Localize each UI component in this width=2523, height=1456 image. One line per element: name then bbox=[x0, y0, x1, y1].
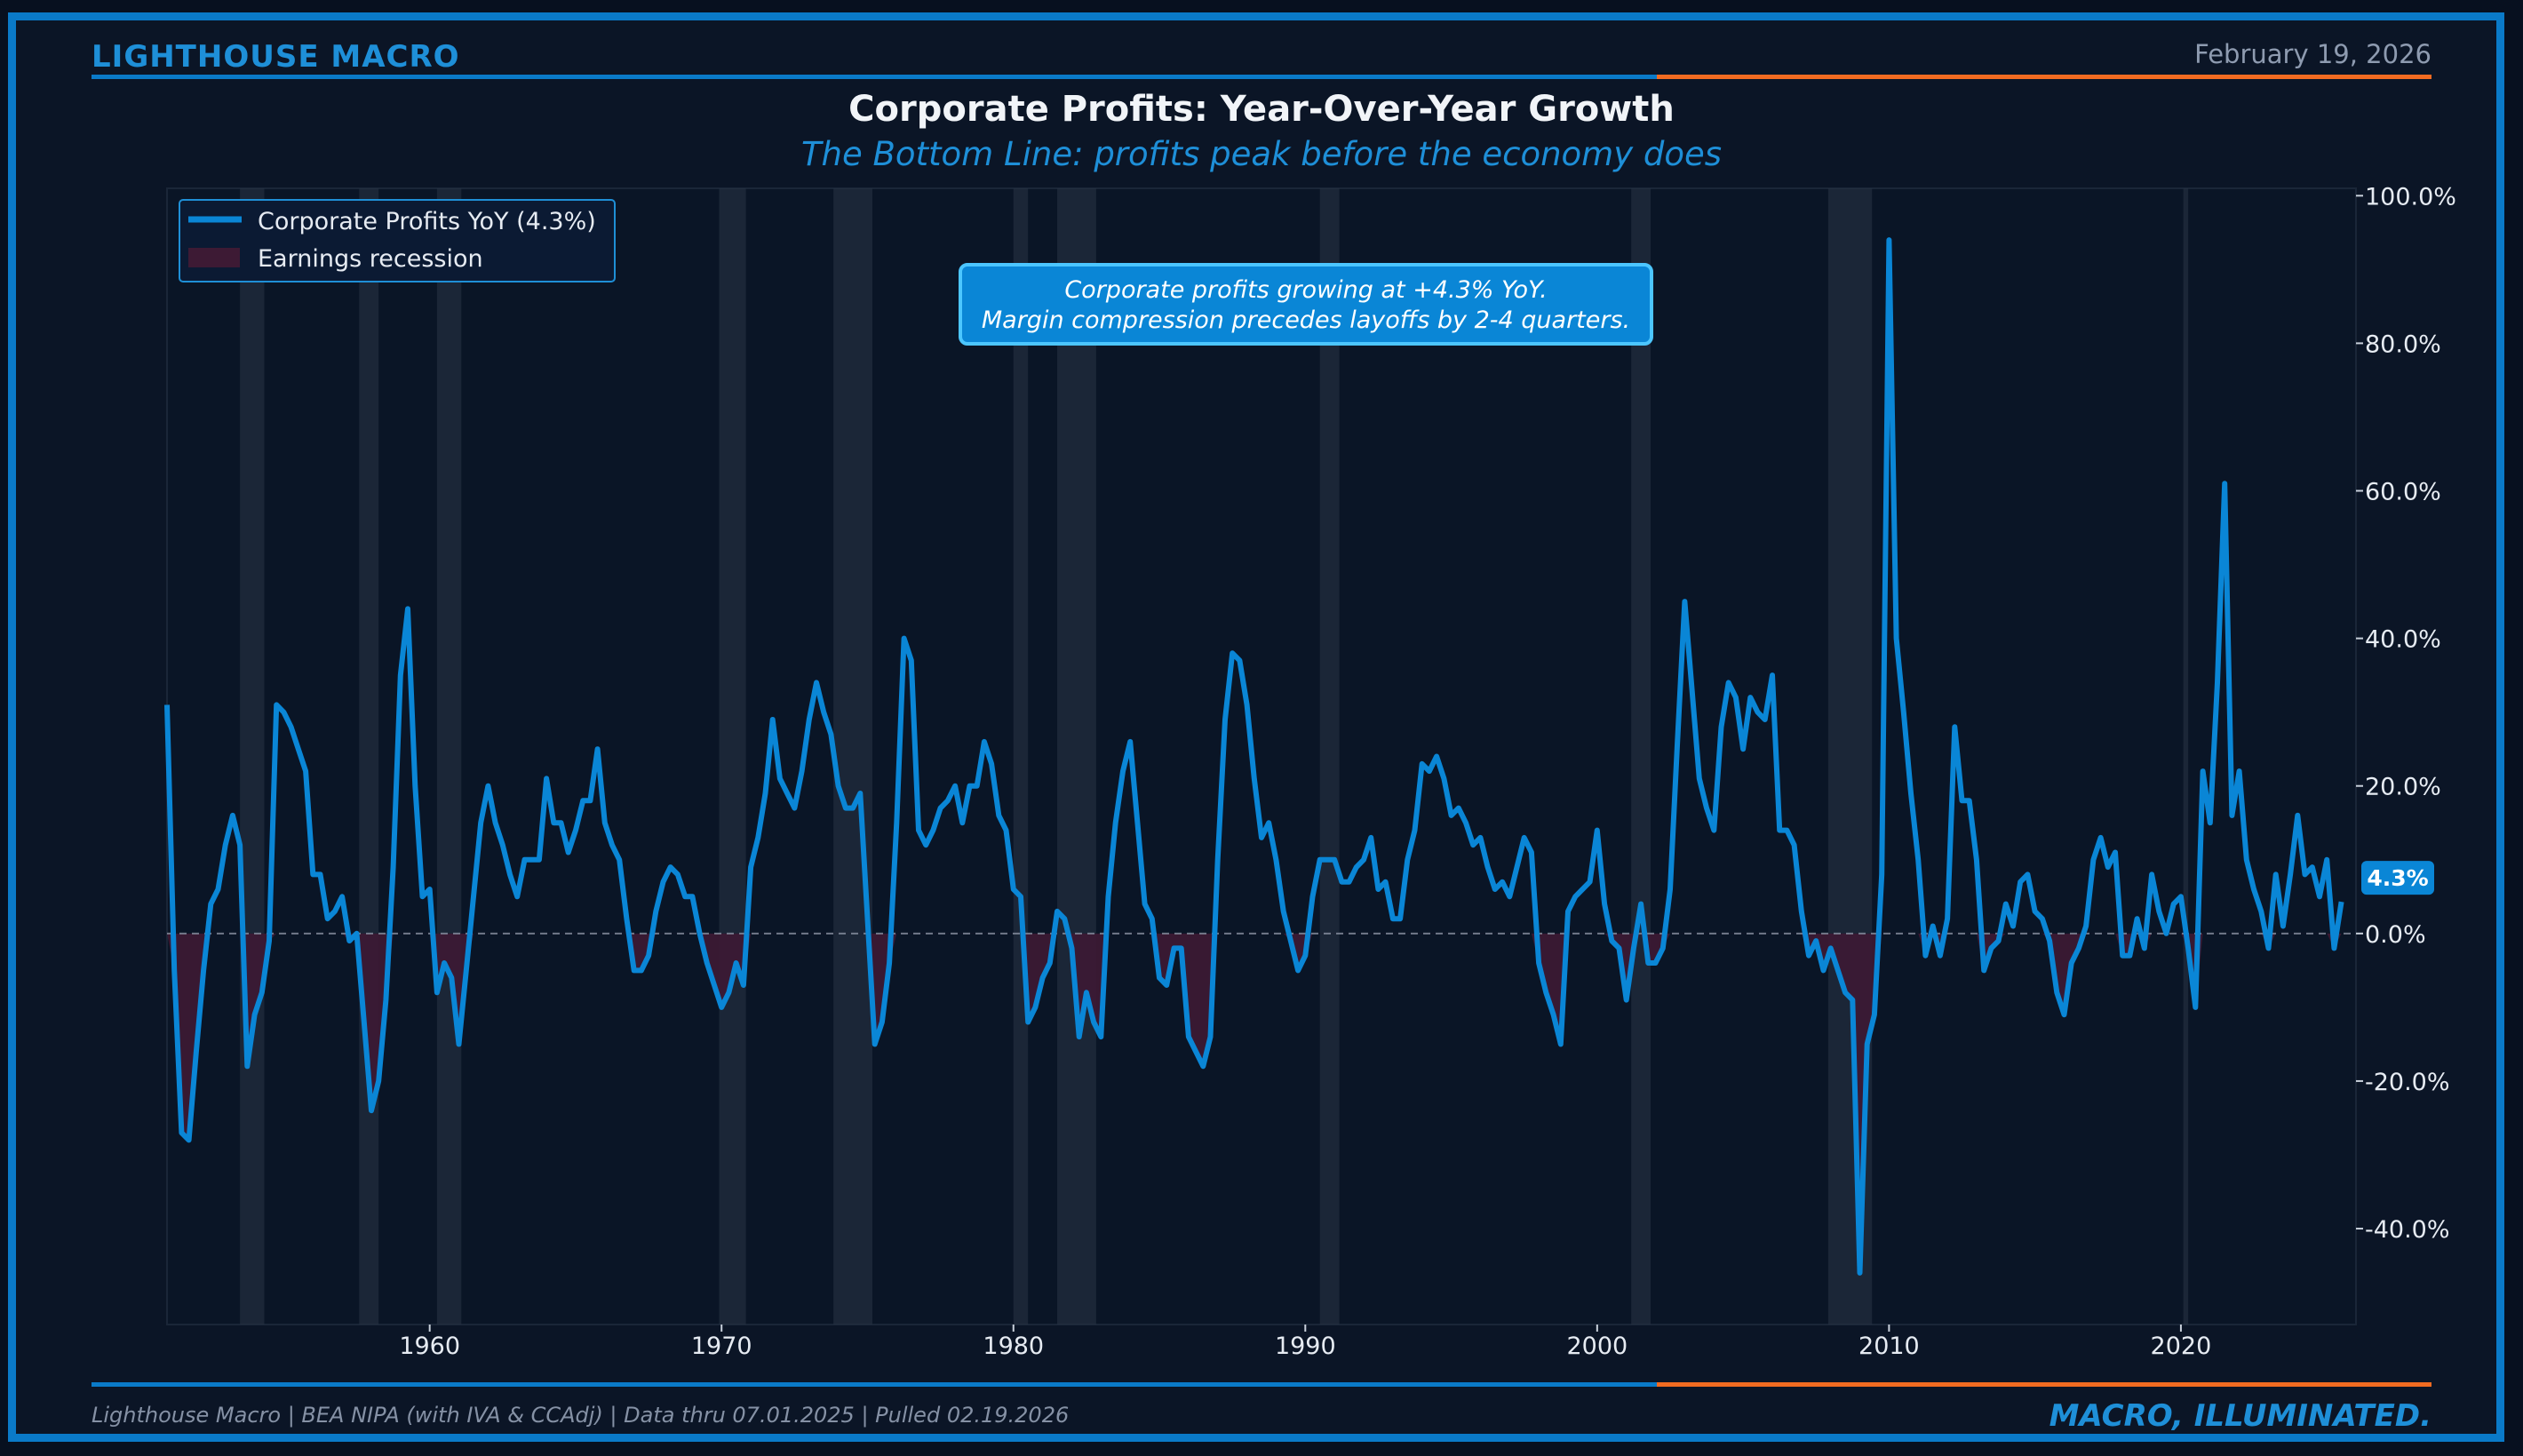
legend-swatch-fill bbox=[188, 248, 240, 267]
legend: Corporate Profits YoY (4.3%) Earnings re… bbox=[179, 199, 616, 282]
date-label: February 19, 2026 bbox=[2194, 39, 2431, 69]
last-value-badge: 4.3% bbox=[2361, 861, 2434, 895]
recession-band bbox=[1057, 188, 1096, 1325]
annotation-line-1: Corporate profits growing at +4.3% YoY. bbox=[1064, 276, 1547, 304]
x-tick-label: 2010 bbox=[1858, 1333, 1920, 1360]
x-tick-label: 1990 bbox=[1275, 1333, 1336, 1360]
earnings-recession-fill bbox=[167, 933, 2342, 1273]
header-rule bbox=[92, 75, 2431, 79]
x-tick-label: 2020 bbox=[2151, 1333, 2212, 1360]
y-tick-label: 100.0% bbox=[2365, 183, 2456, 211]
chart-title: Corporate Profits: Year-Over-Year Growth bbox=[848, 89, 1675, 130]
y-tick-label: 0.0% bbox=[2365, 921, 2426, 949]
x-tick-label: 1980 bbox=[983, 1333, 1044, 1360]
recession-band bbox=[1013, 188, 1029, 1325]
footer-rule bbox=[92, 1382, 2431, 1387]
y-tick-label: -20.0% bbox=[2365, 1069, 2450, 1096]
x-tick-label: 1970 bbox=[691, 1333, 752, 1360]
y-tick-label: 20.0% bbox=[2365, 774, 2441, 801]
x-tick-label: 2000 bbox=[1566, 1333, 1628, 1360]
last-value-label: 4.3% bbox=[2367, 865, 2428, 891]
footer-tagline: MACRO, ILLUMINATED. bbox=[2049, 1398, 2431, 1434]
legend-label-earnings-recession: Earnings recession bbox=[258, 245, 483, 273]
series-line-corporate-profits-yoy bbox=[164, 237, 2344, 1276]
plot-area bbox=[166, 187, 2357, 1325]
y-tick-label: 40.0% bbox=[2365, 626, 2441, 654]
recession-band bbox=[833, 188, 872, 1325]
recession-band bbox=[1631, 188, 1651, 1325]
recession-band bbox=[240, 188, 265, 1325]
recession-band bbox=[359, 188, 379, 1325]
y-tick-label: 80.0% bbox=[2365, 330, 2441, 358]
x-tick-label: 1960 bbox=[399, 1333, 460, 1360]
footer-source: Lighthouse Macro | BEA NIPA (with IVA & … bbox=[92, 1403, 1070, 1428]
annotation-line-2: Margin compression precedes layoffs by 2… bbox=[982, 306, 1630, 334]
brand-label: LIGHTHOUSE MACRO bbox=[92, 39, 460, 75]
recession-band bbox=[2183, 188, 2189, 1325]
y-tick-label: -40.0% bbox=[2365, 1216, 2450, 1244]
annotation-box: Corporate profits growing at +4.3% YoY. … bbox=[959, 263, 1653, 346]
recession-band bbox=[1319, 188, 1340, 1325]
recession-band bbox=[436, 188, 462, 1325]
recession-band bbox=[719, 188, 746, 1325]
y-tick-label: 60.0% bbox=[2365, 479, 2441, 506]
legend-label-series: Corporate Profits YoY (4.3%) bbox=[258, 208, 596, 235]
chart-subtitle: The Bottom Line: profits peak before the… bbox=[800, 135, 1723, 173]
